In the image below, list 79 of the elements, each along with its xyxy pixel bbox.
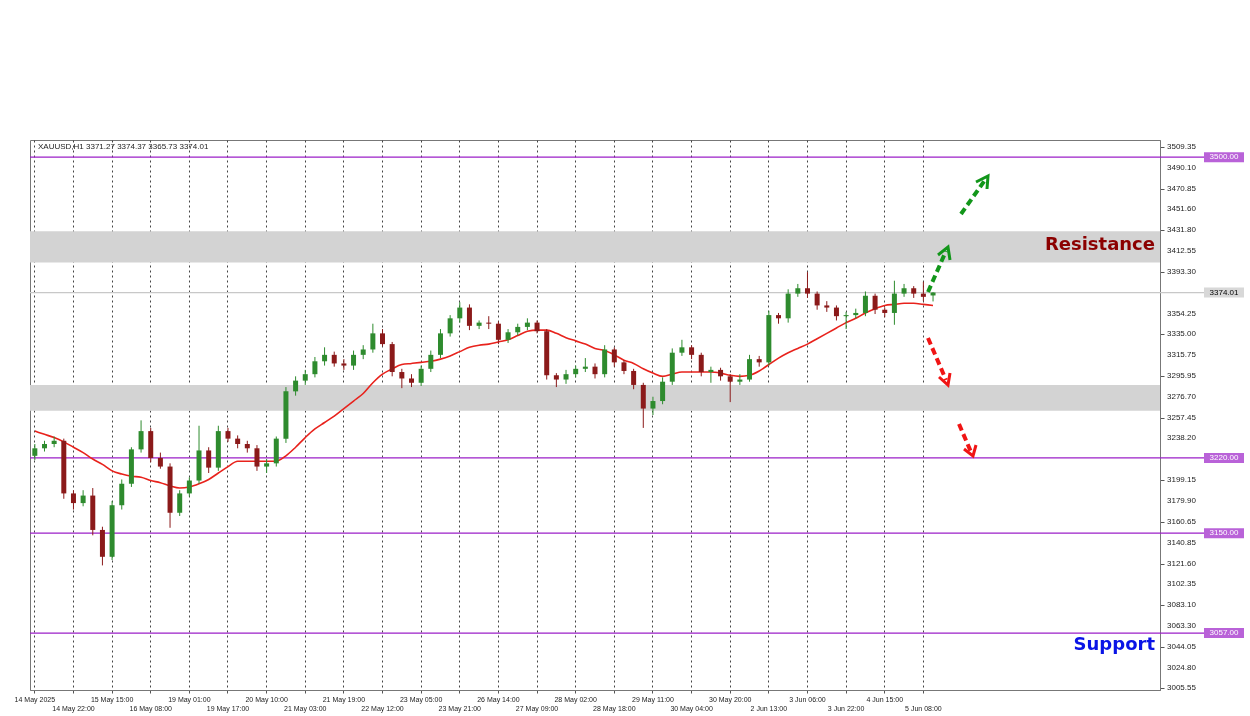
y-tick-label: 3431.80 <box>1167 225 1197 235</box>
candlestick <box>708 366 714 384</box>
y-tick-label: 3102.35 <box>1167 579 1197 589</box>
candlestick <box>727 373 733 403</box>
candlestick <box>51 435 57 448</box>
candlestick <box>80 489 86 507</box>
ref-line-label: 3374.01 <box>1209 287 1240 297</box>
candlestick <box>466 303 472 331</box>
candlestick <box>293 375 299 397</box>
y-tick-label: 3199.15 <box>1167 475 1197 485</box>
candlestick <box>476 319 482 330</box>
y-tick-label: 3121.60 <box>1167 558 1197 568</box>
candlestick <box>650 396 656 416</box>
y-tick-label: 3490.10 <box>1167 162 1197 172</box>
candlestick <box>447 314 453 338</box>
candlestick <box>891 280 897 326</box>
candlestick <box>437 328 443 359</box>
candlestick <box>611 346 617 368</box>
y-tick-label: 3295.95 <box>1167 371 1197 381</box>
y-tick-label: 3315.75 <box>1167 350 1197 360</box>
y-tick-label: 3335.00 <box>1167 329 1197 339</box>
candlestick <box>814 290 820 311</box>
ref-line-label: 3150.00 <box>1209 528 1240 538</box>
candlestick <box>341 358 347 371</box>
candlestick <box>428 350 434 373</box>
candlestick <box>862 290 868 317</box>
annotation: Resistance <box>1044 233 1155 254</box>
candlestick <box>119 478 125 511</box>
candlestick <box>563 369 569 385</box>
candlestick <box>312 356 318 378</box>
chart-title: XAUUSD,H1 3371.27 3374.37 3365.73 3374.01 <box>38 142 209 151</box>
candlestick <box>495 321 501 345</box>
candlestick <box>747 354 753 383</box>
y-tick-label: 3044.05 <box>1167 641 1197 651</box>
ref-line-label: 3057.00 <box>1209 628 1240 638</box>
ref-line-label: 3500.00 <box>1209 152 1240 162</box>
candlestick <box>399 368 405 389</box>
candlestick <box>679 339 685 357</box>
candlestick <box>254 444 260 472</box>
candlestick <box>70 489 76 511</box>
candlestick <box>486 315 492 330</box>
candlestick <box>186 476 192 498</box>
candlestick <box>592 362 598 379</box>
candlestick <box>737 373 743 386</box>
y-tick-label: 3412.55 <box>1167 246 1197 256</box>
candlestick <box>901 283 907 298</box>
candlestick <box>660 376 666 405</box>
candlestick <box>370 323 376 354</box>
candlestick <box>138 419 144 454</box>
ref-line-label: 3220.00 <box>1209 452 1240 462</box>
y-tick-label: 3354.25 <box>1167 308 1197 318</box>
y-tick-label: 3179.90 <box>1167 496 1197 506</box>
y-tick-label: 3063.30 <box>1167 621 1197 631</box>
candlestick <box>418 365 424 387</box>
y-tick-label: 3470.85 <box>1167 183 1197 193</box>
y-tick-label: 3024.80 <box>1167 662 1197 672</box>
y-tick-label: 3140.85 <box>1167 537 1197 547</box>
y-tick-label: 3005.55 <box>1167 683 1197 693</box>
y-tick-label: 3451.60 <box>1167 204 1197 214</box>
candlestick <box>804 271 810 299</box>
candlestick <box>457 301 463 324</box>
candlestick <box>698 352 704 377</box>
y-tick-label: 3257.45 <box>1167 412 1197 422</box>
y-tick-label: 3160.65 <box>1167 516 1197 526</box>
candlestick <box>640 382 646 429</box>
candlestick <box>322 346 328 367</box>
candlestick <box>351 350 357 371</box>
y-tick-label: 3238.20 <box>1167 433 1197 443</box>
y-tick-label: 3393.30 <box>1167 266 1197 276</box>
candlestick <box>920 281 926 302</box>
y-tick-label: 3083.10 <box>1167 600 1197 610</box>
candlestick <box>206 446 212 474</box>
y-tick-label: 3276.70 <box>1167 392 1197 402</box>
candlestick <box>631 368 637 390</box>
candlestick <box>177 489 183 517</box>
candlestick <box>843 311 849 330</box>
y-tick-label: 3509.35 <box>1167 142 1197 152</box>
annotation: Support <box>1073 633 1156 654</box>
candlestick <box>872 293 878 315</box>
